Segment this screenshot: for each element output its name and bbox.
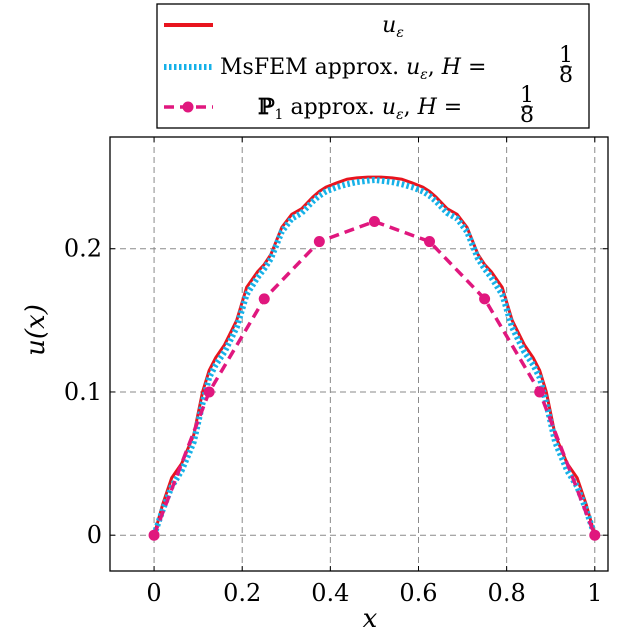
- series-p1-point: [258, 293, 270, 305]
- legend-fraction-msfem: 1 8: [559, 43, 573, 88]
- x-tick-label: 0.8: [488, 579, 526, 607]
- y-tick-label: 0.2: [64, 235, 102, 263]
- legend-marker-p1: [182, 101, 194, 113]
- legend-label-p1: ℙ1 approx. uε, H =: [258, 94, 462, 123]
- series-p1-point: [368, 216, 380, 228]
- series-p1-point: [203, 386, 215, 398]
- ticks: 0 0.2 0.4 0.6 0.8 1 0 0.1 0.2: [64, 137, 608, 607]
- legend-fraction-p1: 1 8: [520, 83, 534, 128]
- series-p1-point: [148, 529, 160, 541]
- svg-text:8: 8: [520, 103, 534, 128]
- svg-text:8: 8: [559, 63, 573, 88]
- y-tick-label: 0.1: [64, 378, 102, 406]
- series-p1-point: [313, 236, 325, 248]
- y-tick-label: 0: [87, 521, 102, 549]
- legend-label-msfem: MsFEM approx. uε, H =: [220, 55, 486, 83]
- svg-text:1: 1: [520, 83, 534, 108]
- series-p1-point: [424, 236, 436, 248]
- grid: [110, 137, 608, 571]
- x-tick-label: 0.2: [223, 579, 261, 607]
- x-tick-label: 0.4: [311, 579, 349, 607]
- series-msfem-line: [151, 176, 598, 537]
- series-p1-point: [534, 386, 546, 398]
- series-p1-line: [152, 219, 597, 536]
- x-tick-label: 1: [587, 579, 602, 607]
- x-tick-label: 0: [146, 579, 161, 607]
- series-p1-point: [589, 529, 601, 541]
- legend-label-exact: uε: [382, 13, 404, 41]
- legend-box: [156, 3, 590, 129]
- legend: uε MsFEM approx. uε, H = 1 8 ℙ1 approx. …: [156, 3, 590, 129]
- x-axis-label: x: [363, 604, 378, 634]
- plot-frame: [109, 136, 609, 572]
- series-layer: [148, 175, 601, 541]
- x-tick-label: 0.6: [399, 579, 437, 607]
- y-axis-label: u(x): [21, 304, 51, 356]
- series-p1-point: [479, 293, 491, 305]
- svg-text:1: 1: [559, 43, 573, 68]
